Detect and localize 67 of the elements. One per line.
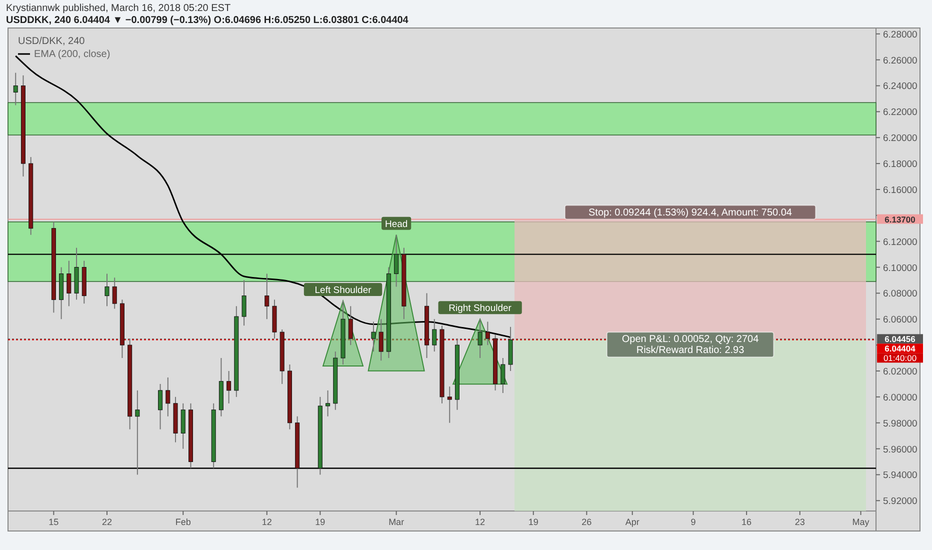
candlestick [13, 72, 18, 106]
label-tag: Open P&L: 0.00052, Qty: 2704 Risk/Reward Ratio: 2.93 [606, 332, 774, 358]
candlestick [348, 306, 353, 346]
y-tick-label: 6.28000 [883, 29, 918, 40]
candlestick [180, 402, 186, 450]
y-tick-label: 6.18000 [883, 159, 918, 170]
x-tick-label: Feb [175, 517, 191, 527]
candlestick [500, 358, 506, 394]
candlestick [394, 234, 399, 288]
y-tick-label: 6.22000 [883, 107, 918, 118]
candlestick [447, 386, 452, 424]
label-tag: Stop: 0.09244 (1.53%) 924.4, Amount: 750.04 [564, 204, 816, 220]
band-label: Open P&L: 0.00052, Qty: 2704 Risk/Reward Ratio: 2.93 [622, 334, 760, 356]
x-tick-label: 19 [528, 517, 538, 527]
y-tick-label: 6.02000 [883, 366, 918, 378]
x-tick-label: 12 [475, 517, 486, 527]
candlestick [158, 383, 163, 430]
x-tick-label: 26 [582, 517, 592, 527]
candlestick [326, 390, 330, 417]
y-tick-label: 6.10000 [883, 262, 918, 274]
y-tick-label: 6.16000 [883, 184, 918, 196]
ref-line-label: 6.04404 [884, 344, 916, 354]
candlestick [166, 376, 170, 417]
candlestick [264, 273, 270, 320]
y-tick-label: 6.00000 [883, 392, 918, 404]
candlestick [242, 280, 246, 326]
annotation: Right Shoulder [448, 303, 512, 314]
ref-line-label: 6.13700 [884, 214, 916, 224]
x-tick-label: 23 [794, 517, 805, 527]
ref-line-label: 6.04456 [884, 334, 916, 344]
y-tick-label: 6.26000 [883, 55, 918, 66]
text: 01:40:00 [883, 353, 917, 364]
y-tick-label: 6.08000 [883, 288, 918, 300]
candlestick [478, 318, 482, 359]
legend-label: EMA (200, close) [34, 49, 110, 60]
chart-title: Krystiannwk published, March 16, 2018 05:20 EST [6, 3, 231, 14]
candlestick [432, 318, 437, 352]
candlestick [485, 321, 490, 346]
y-tick-label: 5.92000 [883, 496, 918, 508]
y-tick-label: 6.06000 [883, 314, 918, 326]
y-tick-label: 6.24000 [883, 81, 918, 92]
candlestick [104, 273, 110, 307]
band-label: Stop: 0.09244 (1.53%) 924.4, Amount: 750.04 [588, 207, 792, 218]
y-tick-label: 5.98000 [883, 418, 918, 430]
legend-title: USD/DKK, 240 [18, 36, 86, 47]
x-tick-label: Mar [388, 517, 404, 527]
candlestick [378, 318, 384, 362]
candlestick [226, 370, 232, 404]
candlestick [371, 321, 376, 352]
chart-subtitle: USDDKK, 240 6.04404 ▼ −0.00799 (−0.13%) O:6.04696 H:6.05250 L:6.03801 C:6.04404 [6, 15, 409, 26]
candlestick [112, 277, 117, 310]
y-tick-label: 5.94000 [883, 470, 918, 482]
x-tick-label: Apr [625, 517, 640, 527]
x-tick-label: 16 [742, 517, 752, 527]
x-tick-label: 9 [690, 517, 696, 527]
annotation: Left Shoulder [314, 284, 372, 296]
x-tick-label: May [852, 517, 870, 527]
y-tick-label: 5.96000 [883, 444, 918, 456]
candlestick [66, 260, 72, 307]
y-tick-label: 6.20000 [883, 133, 918, 144]
annotation: Head [384, 218, 408, 230]
x-tick-label: 22 [102, 517, 112, 527]
x-tick-label: 19 [315, 517, 326, 527]
candlestick [135, 390, 140, 476]
x-tick-label: 12 [262, 517, 272, 527]
y-tick-label: 6.12000 [883, 236, 918, 248]
x-tick-label: 15 [48, 517, 59, 527]
